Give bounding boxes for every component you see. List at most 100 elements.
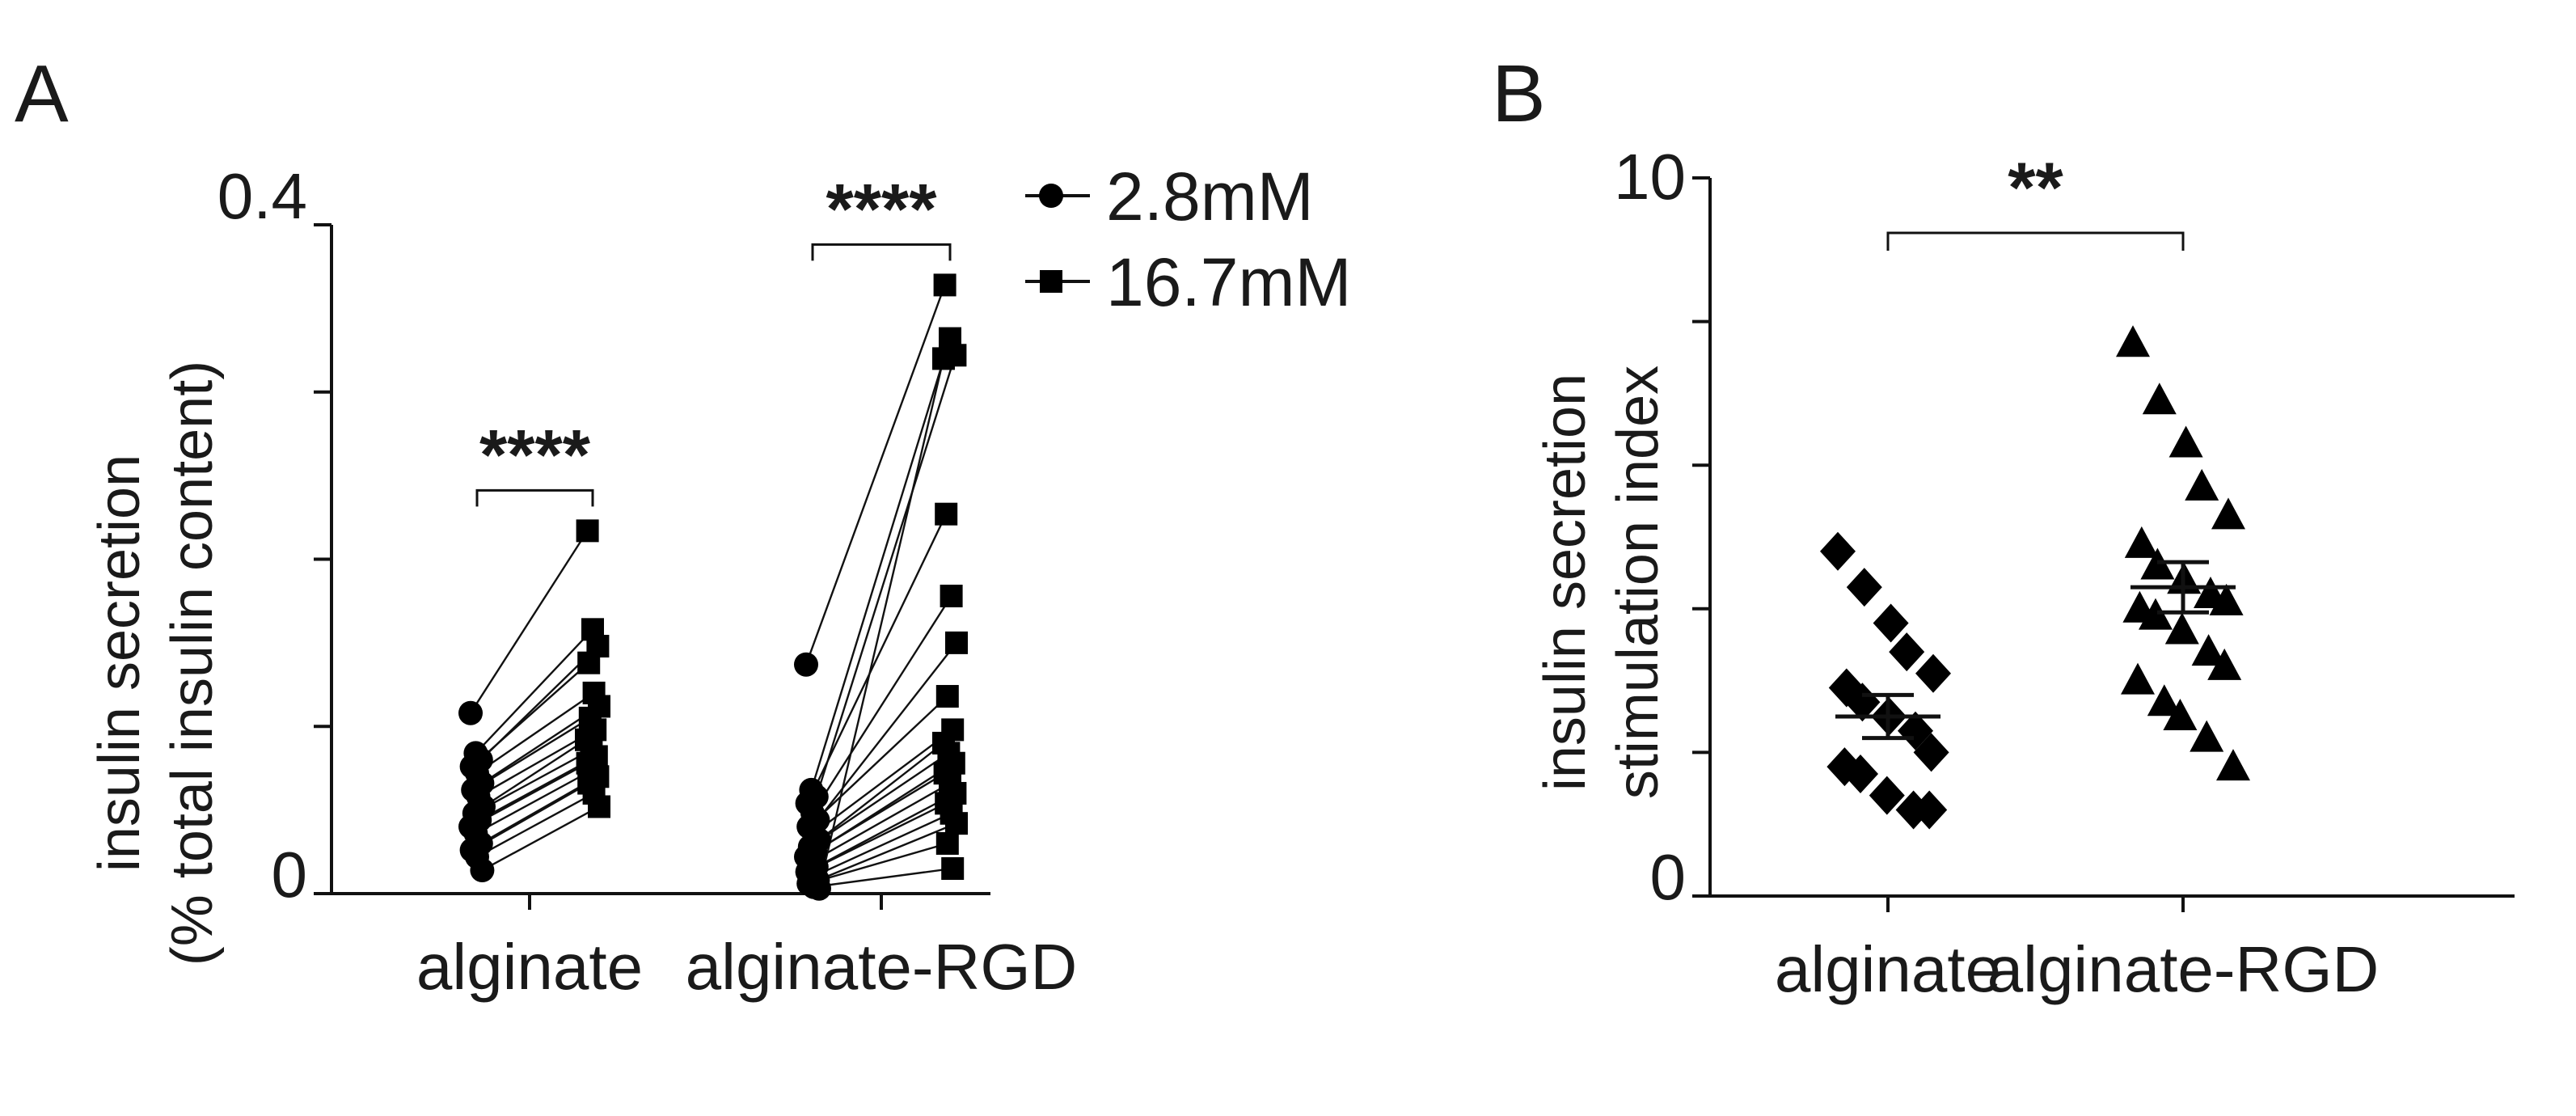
panel-b-ytick-label: 0 (1650, 841, 1687, 913)
paired-line (808, 695, 948, 828)
point-alginate (1889, 632, 1925, 672)
paired-line (813, 867, 953, 888)
point-alginate (1820, 531, 1856, 571)
panel-b-ytick-label: 10 (1614, 141, 1686, 213)
point-2-8mm-alginate (470, 858, 495, 883)
paired-line (811, 595, 952, 814)
panel-b-significance: ** (1886, 147, 2185, 251)
significance-bracket (475, 488, 594, 507)
legend-label-16-7mm: 16.7mM (1106, 244, 1351, 320)
point-alginate-rgd (2191, 634, 2226, 666)
paired-line (476, 691, 595, 775)
paired-line (804, 285, 946, 666)
panel-a-legend: 2.8mM 16.7mM (1025, 159, 1351, 320)
point-alginate (1915, 653, 1951, 693)
panel-b-category-alginate: alginate (1775, 933, 2001, 1005)
point-alginate-rgd (2147, 684, 2181, 717)
paired-line (807, 802, 947, 873)
panel-a-data-points (458, 273, 968, 901)
panel-a-category-alginate-rgd: alginate-RGD (686, 931, 1078, 1003)
point-alginate-rgd (2185, 468, 2219, 501)
paired-line (817, 358, 945, 890)
paired-line (816, 792, 956, 868)
point-16-7mm-alginate-rgd (940, 584, 963, 607)
paired-line (475, 768, 593, 835)
point-16-7mm-alginate (577, 651, 601, 674)
point-alginate-rgd (2163, 699, 2198, 730)
paired-line (808, 842, 948, 885)
significance-bracket (1886, 231, 2185, 251)
significance-label: **** (826, 168, 938, 248)
point-alginate (1846, 568, 1882, 607)
panel-a-ylabel-line1: insulin secretion (87, 454, 152, 872)
point-alginate-rgd (2142, 383, 2177, 415)
panel-a-paired-lines (469, 285, 957, 890)
paired-line (471, 662, 589, 767)
paired-line (810, 338, 952, 791)
panel-b-letter: B (1492, 49, 1546, 139)
paired-line (483, 738, 587, 808)
point-alginate (1911, 790, 1948, 830)
panel-b-data-points (1820, 325, 2250, 830)
panel-b-mean-sem (1835, 560, 2236, 741)
point-16-7mm-alginate-rgd (932, 347, 955, 370)
point-alginate-rgd (2211, 497, 2245, 530)
panel-a-category-alginate: alginate (416, 931, 643, 1003)
paired-line (817, 642, 957, 821)
point-16-7mm-alginate-rgd (935, 831, 959, 855)
significance-label: ** (2008, 147, 2063, 227)
paired-line (475, 628, 593, 755)
panel-a: A insulin secretion (% total insulin con… (15, 49, 1351, 1003)
panel-a-significance: **** **** (475, 168, 952, 507)
panel-b-ticks: 0 10 (1614, 141, 1710, 913)
panel-a-ytick-label: 0.4 (217, 160, 307, 232)
point-alginate (1869, 776, 1905, 815)
point-alginate-rgd (2216, 749, 2250, 781)
panel-a-ylabel-line2: (% total insulin content) (160, 361, 225, 966)
paired-line (481, 805, 600, 872)
legend-circle-icon (1039, 184, 1063, 208)
panel-a-ytick-label: 0 (272, 839, 308, 911)
panel-a-letter: A (15, 49, 69, 139)
paired-line (810, 782, 951, 863)
point-16-7mm-alginate-rgd (941, 856, 965, 880)
point-16-7mm-alginate-rgd (935, 502, 958, 526)
point-alginate-rgd (2168, 425, 2203, 458)
point-alginate-rgd (2164, 612, 2199, 645)
legend-label-2-8mm: 2.8mM (1106, 159, 1314, 235)
paired-line (812, 812, 952, 878)
significance-bracket (811, 243, 952, 261)
legend-square-icon (1040, 270, 1062, 293)
paired-line (815, 354, 956, 797)
panel-b-category-alginate-rgd: alginate-RGD (1987, 933, 2380, 1005)
legend-item-2-8mm: 2.8mM (1025, 159, 1314, 235)
point-alginate (1898, 711, 1933, 750)
panel-a-ticks: 00.4 (217, 160, 332, 911)
panel-b-ylabel-line1: insulin secretion (1533, 374, 1598, 791)
paired-line (806, 514, 948, 804)
point-alginate-rgd (2190, 720, 2224, 752)
point-alginate-rgd (2139, 598, 2173, 630)
point-alginate-rgd (2116, 325, 2150, 357)
panel-a-category-labels: alginate alginate-RGD (416, 894, 1077, 1003)
point-alginate-rgd (2121, 662, 2155, 695)
panel-b-ylabel-line2: stimulation index (1606, 366, 1670, 799)
point-alginate (1913, 733, 1949, 772)
point-alginate-rgd (2209, 583, 2244, 615)
point-16-7mm-alginate-rgd (933, 273, 956, 297)
point-16-7mm-alginate-rgd (945, 631, 968, 654)
paired-line (469, 530, 589, 714)
point-alginate (1873, 603, 1909, 643)
panel-b: B insulin secretion stimulation index 0 1… (1492, 49, 2515, 1005)
point-alginate (1844, 683, 1881, 722)
point-2-8mm-alginate (458, 700, 483, 725)
paired-line (476, 792, 595, 858)
significance-label: **** (479, 414, 591, 494)
point-16-7mm-alginate (576, 519, 599, 543)
paired-line (817, 822, 957, 881)
point-alginate-rgd (2207, 648, 2242, 680)
point-16-7mm-alginate-rgd (945, 812, 968, 835)
